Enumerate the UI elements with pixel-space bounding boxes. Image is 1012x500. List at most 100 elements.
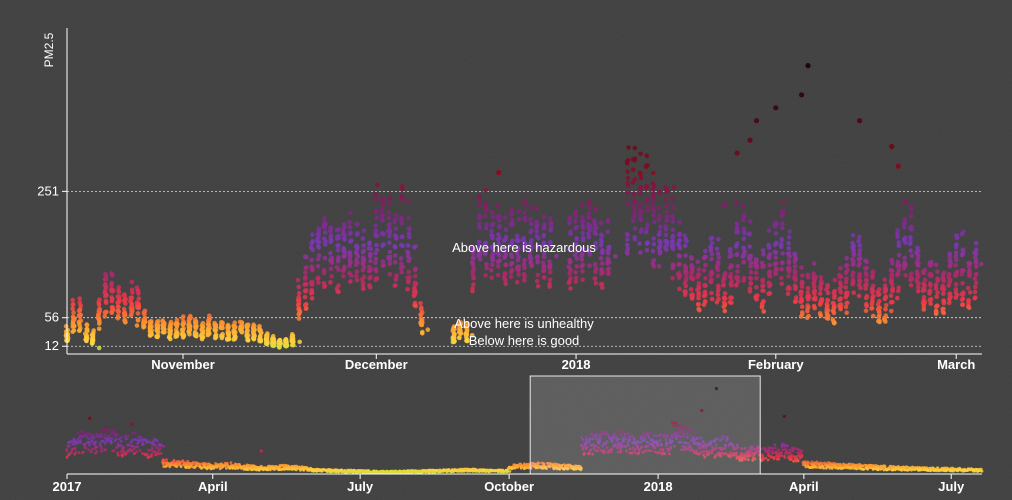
data-point [219, 335, 225, 341]
data-point [302, 254, 308, 259]
data-point [685, 432, 689, 436]
data-point [495, 272, 501, 278]
data-point [580, 435, 583, 439]
data-point [91, 433, 95, 437]
data-point [959, 252, 965, 258]
data-point [321, 236, 327, 241]
data-point [708, 236, 713, 242]
data-point [399, 197, 404, 203]
data-point [65, 449, 69, 453]
data-point [754, 264, 760, 269]
data-point [780, 454, 784, 458]
data-point [980, 469, 984, 473]
brush-selection[interactable] [529, 375, 761, 475]
data-point [671, 439, 674, 443]
data-point [772, 242, 778, 248]
data-point [722, 303, 727, 308]
data-point [684, 238, 689, 244]
data-point [393, 283, 398, 288]
spike-point [700, 408, 704, 413]
data-point [380, 218, 385, 223]
data-point [334, 265, 340, 270]
data-point [510, 218, 515, 223]
data-point [902, 199, 907, 205]
data-point [747, 289, 753, 294]
data-point [277, 344, 282, 350]
data-point [489, 209, 495, 215]
data-point [883, 295, 888, 301]
data-point [490, 262, 495, 268]
x-tick: February [748, 354, 804, 372]
data-point [727, 254, 733, 259]
data-point [656, 232, 662, 238]
data-point [680, 448, 683, 451]
data-point [921, 303, 927, 309]
data-point [632, 199, 638, 204]
data-point [783, 444, 787, 448]
data-point [463, 324, 468, 330]
data-point [773, 266, 779, 272]
data-point [529, 263, 534, 268]
data-point [407, 227, 412, 232]
data-point [251, 328, 257, 333]
data-point [610, 439, 614, 443]
data-point [379, 207, 385, 213]
data-point [541, 214, 547, 220]
data-point [503, 234, 509, 239]
spike-point [721, 202, 727, 208]
data-point [82, 434, 86, 438]
data-point [966, 305, 972, 311]
data-point [102, 314, 108, 319]
data-point [70, 302, 76, 307]
data-point [908, 238, 913, 244]
data-point [675, 431, 679, 435]
data-point [373, 228, 379, 233]
data-point [625, 251, 630, 256]
context-chart[interactable]: 2017 April July October 2018 April July [53, 375, 984, 494]
data-point [688, 287, 694, 292]
data-point [113, 433, 117, 436]
data-point [542, 222, 547, 227]
data-point [946, 283, 952, 288]
spike-point [805, 63, 811, 69]
data-point [98, 442, 102, 445]
data-point [679, 435, 682, 439]
data-point [761, 252, 766, 257]
data-point [766, 228, 772, 233]
data-point [641, 431, 645, 435]
data-point [689, 271, 694, 277]
data-point [857, 248, 863, 253]
data-point [204, 462, 208, 465]
data-point [637, 210, 643, 215]
data-point [721, 437, 724, 440]
data-point [580, 220, 585, 225]
data-point [664, 209, 669, 214]
data-point [548, 220, 553, 226]
data-point [729, 453, 733, 457]
data-point [547, 277, 553, 283]
data-point [812, 288, 818, 294]
data-point [470, 269, 476, 275]
data-point [400, 234, 405, 239]
data-point [675, 437, 679, 441]
data-point [633, 438, 636, 441]
data-point [781, 443, 784, 447]
data-point [843, 270, 849, 276]
data-point [138, 439, 142, 443]
data-point [799, 265, 804, 270]
data-point [598, 282, 604, 287]
data-point [367, 283, 372, 288]
data-point [425, 327, 431, 333]
data-point [748, 264, 753, 269]
data-point [767, 262, 772, 268]
data-point [406, 269, 412, 275]
data-point [65, 455, 69, 459]
data-point [132, 445, 136, 448]
data-point [406, 258, 412, 264]
data-point [342, 264, 347, 270]
data-point [277, 338, 282, 344]
data-point [688, 449, 692, 452]
data-point [368, 246, 374, 252]
data-point [496, 241, 502, 247]
data-point [702, 453, 705, 457]
